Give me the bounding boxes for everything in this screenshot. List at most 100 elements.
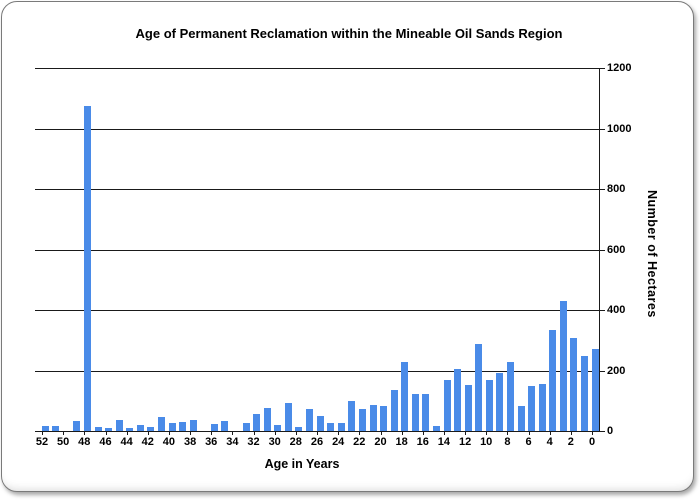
bar-age-4 [549,330,557,431]
y-axis-line [599,68,600,431]
bar-age-35 [221,421,229,431]
bar-age-0 [591,349,599,431]
x-tick-34 [232,431,234,435]
x-tick-label: 4 [546,436,553,448]
x-tick-52 [42,431,43,435]
bar-age-52 [41,426,49,431]
bar-age-2 [570,338,578,431]
x-tick-label: 6 [525,436,532,448]
x-tick-24 [338,431,340,435]
x-tick-4 [549,431,551,435]
x-tick-label: 24 [332,436,345,448]
bar-age-3 [559,301,567,431]
x-tick-label: 32 [247,436,260,448]
x-tick-label: 10 [480,436,493,448]
x-tick-label: 48 [78,436,91,448]
x-tick-label: 34 [226,436,239,448]
x-tick-10 [486,431,488,435]
bar-age-8 [507,362,514,431]
bar-age-33 [242,423,250,431]
bar-age-13 [454,369,462,431]
bar-age-42 [147,427,155,431]
x-tick-44 [126,431,128,435]
x-tick-label: 12 [458,436,472,448]
gridline-1000 [35,129,599,130]
x-tick-label: 42 [141,436,154,448]
x-tick-label: 0 [588,436,596,448]
chart-title: Age of Permanent Reclamation within the … [135,26,563,41]
bar-age-19 [390,390,398,431]
x-tick-0 [592,431,593,435]
y-tick-600 [599,250,605,251]
x-tick-label: 46 [99,436,112,448]
bar-age-51 [52,426,60,431]
x-tick-28 [295,431,297,435]
bar-age-28 [295,427,303,431]
bar-age-44 [126,428,134,431]
bar-age-40 [168,423,176,431]
x-tick-48 [84,431,86,435]
y-tick-800 [599,189,605,190]
bar-age-27 [306,409,313,431]
bar-age-32 [253,414,261,431]
bar-age-21 [369,405,377,431]
x-tick-12 [465,431,467,435]
x-tick-36 [211,431,213,435]
gridline-600 [35,250,599,251]
bar-age-26 [316,416,324,431]
bar-age-10 [485,380,493,431]
bar-age-39 [179,422,187,431]
x-tick-label: 30 [268,436,281,448]
x-tick-20 [380,431,382,435]
x-tick-label: 20 [374,436,387,448]
bar-age-41 [157,417,165,431]
bar-age-18 [401,362,409,431]
x-tick-label: 40 [162,436,176,448]
bar-age-17 [411,394,419,431]
y-tick-400 [599,310,605,311]
x-tick-label: 18 [395,436,408,448]
y-tick-label: 800 [607,183,626,195]
x-tick-18 [401,431,403,435]
y-tick-label: 600 [607,244,626,256]
y-tick-label: 200 [607,365,626,377]
bar-age-49 [73,421,81,431]
x-tick-6 [528,431,530,435]
bar-age-12 [464,385,472,431]
bar-age-46 [105,428,113,431]
bar-age-23 [348,401,356,431]
gridline-400 [35,310,599,311]
x-tick-label: 8 [504,436,511,448]
bar-age-47 [94,427,102,431]
gridline-800 [35,189,599,190]
bar-age-38 [189,420,197,431]
x-tick-label: 2 [567,436,574,448]
bar-age-9 [496,373,504,431]
x-tick-label: 14 [437,436,451,448]
x-tick-label: 36 [205,436,218,448]
x-tick-8 [507,431,509,435]
y-axis-title: Number of Hectares [645,190,659,318]
bar-age-1 [581,356,588,431]
y-tick-label: 400 [607,304,626,316]
x-axis-title: Age in Years [264,457,340,471]
x-tick-label: 22 [353,436,366,448]
bar-age-24 [337,423,345,431]
y-tick-200 [599,371,605,372]
chart-frame: Age of Permanent Reclamation within the … [1,1,694,492]
bar-age-15 [432,426,440,431]
x-tick-label: 50 [56,436,70,448]
y-tick-0 [599,431,605,432]
x-tick-label: 52 [35,436,49,448]
y-tick-1200 [599,68,605,69]
bar-age-43 [136,425,144,431]
bar-age-6 [528,386,536,431]
x-tick-26 [317,431,318,435]
x-tick-50 [63,431,65,435]
bar-age-20 [380,406,388,431]
y-tick-label: 1200 [607,62,632,74]
x-tick-16 [422,431,424,435]
x-tick-46 [105,431,107,435]
gridline-200 [35,371,599,372]
gridline-1200 [35,68,599,69]
